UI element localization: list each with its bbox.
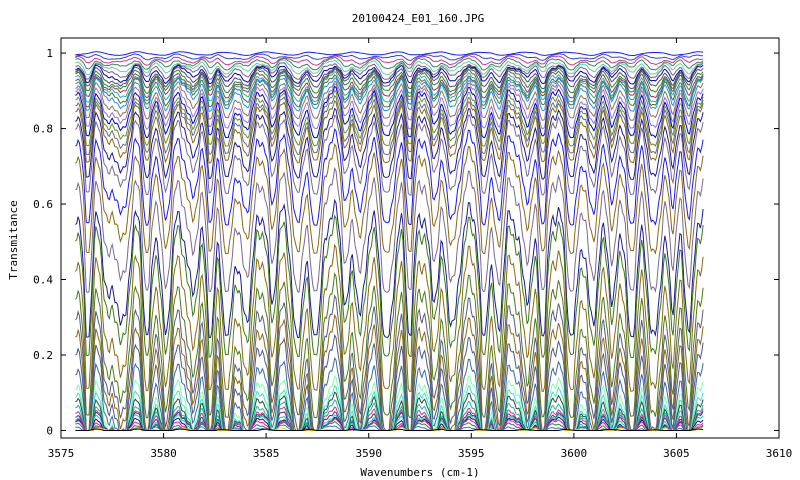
series-line [75, 143, 704, 255]
series-line [75, 70, 704, 103]
series-line [75, 114, 704, 196]
series-line [75, 51, 704, 57]
chart-title: 20100424_E01_160.JPG [352, 12, 484, 25]
series-line [75, 56, 704, 71]
series-line [75, 53, 704, 61]
x-tick-label: 3575 [48, 447, 75, 460]
x-tick-label: 3585 [253, 447, 280, 460]
series-line [75, 166, 704, 294]
series-line [75, 107, 704, 180]
series-line [75, 62, 704, 80]
series-line [74, 272, 704, 419]
series-line [75, 83, 704, 130]
y-tick-label: 0 [46, 424, 53, 437]
series-line [75, 100, 704, 164]
y-tick-label: 0.2 [33, 349, 53, 362]
y-tick-label: 0.4 [33, 274, 53, 287]
series-line [75, 55, 704, 66]
y-tick-label: 0.6 [33, 198, 53, 211]
x-tick-label: 3595 [458, 447, 485, 460]
x-tick-label: 3610 [766, 447, 793, 460]
series-line [75, 77, 704, 112]
series-line [75, 65, 704, 90]
x-axis-ticks: 3575 3580 3585 3590 3595 3600 3605 3610 [48, 38, 793, 460]
series-layer [74, 51, 704, 432]
series-line [75, 80, 704, 121]
series-line [75, 67, 704, 94]
y-axis-label: Transmitance [7, 200, 20, 279]
series-line [75, 59, 704, 76]
y-tick-label: 1 [46, 47, 53, 60]
series-line [75, 85, 704, 139]
series-line [75, 89, 704, 147]
series-line [75, 428, 704, 431]
series-line [75, 94, 704, 156]
y-tick-label: 0.8 [33, 123, 53, 136]
series-line [75, 64, 704, 85]
series-line [75, 128, 704, 226]
x-tick-label: 3590 [355, 447, 382, 460]
series-line [75, 68, 704, 99]
series-line [74, 243, 704, 392]
y-axis-ticks: 0 0.2 0.4 0.6 0.8 1 [33, 47, 779, 437]
x-axis-label: Wavenumbers (cm-1) [360, 466, 479, 479]
x-tick-label: 3580 [150, 447, 177, 460]
series-line [75, 198, 704, 339]
series-line [75, 214, 704, 358]
x-tick-label: 3605 [663, 447, 690, 460]
x-tick-label: 3600 [561, 447, 588, 460]
plot-frame [60, 37, 780, 439]
